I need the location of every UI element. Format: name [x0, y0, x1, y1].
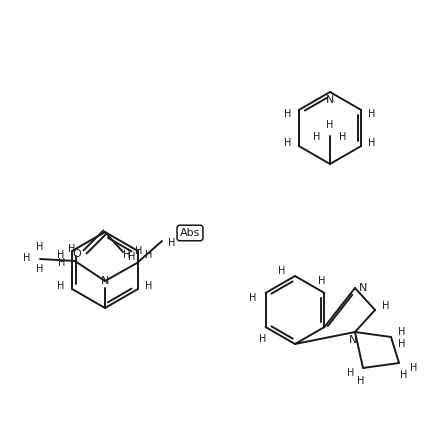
Text: H: H — [347, 368, 355, 378]
Text: H: H — [339, 132, 347, 142]
Text: H: H — [249, 293, 256, 303]
Text: H: H — [68, 244, 76, 254]
Text: H: H — [410, 363, 418, 373]
Text: H: H — [57, 250, 65, 260]
Text: N: N — [349, 335, 357, 345]
Text: H: H — [135, 246, 143, 256]
Text: H: H — [318, 276, 325, 286]
Text: H: H — [284, 109, 292, 119]
Text: H: H — [23, 253, 31, 263]
Text: N: N — [101, 276, 109, 286]
Text: H: H — [36, 242, 44, 252]
Text: H: H — [259, 334, 266, 344]
Text: H: H — [398, 327, 406, 337]
Text: H: H — [313, 132, 321, 142]
Text: H: H — [58, 258, 66, 268]
Text: H: H — [398, 339, 406, 349]
Text: H: H — [382, 301, 390, 311]
Text: H: H — [128, 252, 136, 262]
Text: N: N — [326, 95, 334, 105]
Text: H: H — [36, 264, 44, 274]
Text: H: H — [326, 120, 334, 130]
Text: H: H — [145, 281, 152, 291]
Text: H: H — [400, 370, 408, 380]
Text: H: H — [145, 250, 152, 260]
Text: H: H — [124, 250, 131, 260]
Text: H: H — [168, 238, 176, 248]
Text: H: H — [284, 138, 292, 148]
Text: H: H — [357, 376, 365, 386]
Text: N: N — [359, 283, 367, 293]
Text: H: H — [278, 266, 286, 276]
Text: O: O — [73, 249, 81, 259]
Text: H: H — [368, 109, 376, 119]
Text: H: H — [368, 138, 376, 148]
Text: H: H — [57, 281, 65, 291]
Text: Abs: Abs — [180, 228, 200, 238]
